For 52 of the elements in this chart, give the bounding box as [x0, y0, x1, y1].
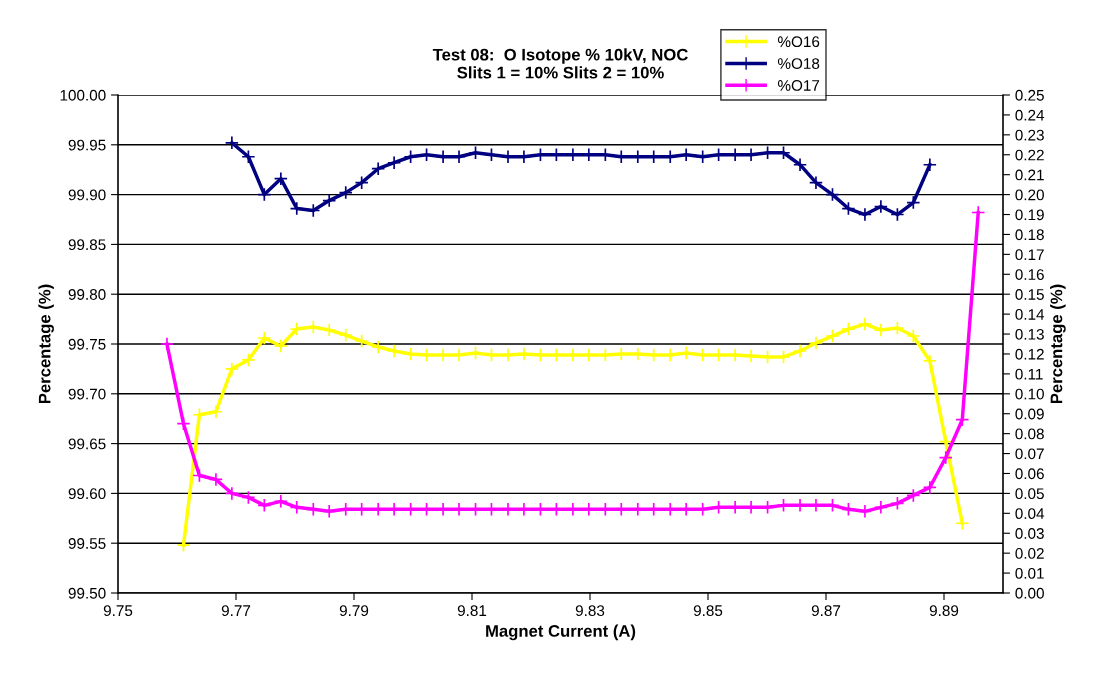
legend-label: %O18: [777, 58, 820, 69]
y-tick-label: 99.70: [68, 388, 106, 400]
chart-title: Test 08: O Isotope % 10kV, NOC Slits 1 = 10% Slits 2 = 10%: [432, 48, 688, 79]
y-tick-label: 99.85: [68, 239, 106, 251]
y-tick-label: 99.95: [68, 139, 106, 151]
y-tick-label: 99.50: [68, 587, 106, 599]
x-axis-title: Magnet Current (A): [486, 624, 636, 641]
y2-tick-label: 0.22: [1015, 149, 1044, 161]
y-tick-label: 99.55: [68, 538, 106, 549]
y-axis-title: Percentage (%): [38, 284, 54, 404]
x-tick-label: 9.89: [929, 605, 959, 617]
y2-tick-label: 0.06: [1015, 468, 1044, 480]
y2-tick-label: 0.09: [1015, 408, 1044, 420]
y2-tick-label: 0.12: [1015, 348, 1044, 360]
y2-tick-label: 0.07: [1015, 448, 1044, 460]
y2-tick-label: 0.13: [1015, 328, 1044, 340]
y2-tick-label: 0.08: [1015, 428, 1044, 440]
x-tick-label: 9.87: [811, 605, 841, 617]
y2-tick-label: 0.16: [1015, 269, 1044, 280]
y2-tick-label: 0.02: [1015, 548, 1044, 559]
y2-tick-label: 0.00: [1015, 587, 1044, 599]
y-tick-label: 99.75: [68, 338, 106, 350]
x-tick-label: 9.75: [103, 605, 133, 617]
x-tick-label: 9.79: [339, 605, 369, 617]
y2-tick-label: 0.14: [1015, 308, 1045, 320]
legend-label: %O17: [777, 80, 820, 91]
y2-tick-label: 0.20: [1015, 189, 1044, 201]
y-tick-label: 100.00: [60, 89, 106, 101]
y2-tick-label: 0.03: [1015, 528, 1044, 539]
y2-axis-title: Percentage (%): [1050, 284, 1066, 404]
x-tick-label: 9.83: [575, 605, 605, 617]
y2-tick-label: 0.01: [1015, 567, 1044, 579]
y-tick-label: 99.80: [68, 289, 106, 300]
y-tick-label: 99.60: [68, 488, 106, 500]
y2-tick-label: 0.04: [1015, 508, 1045, 520]
y2-tick-label: 0.25: [1015, 89, 1044, 101]
x-tick-label: 9.77: [221, 605, 251, 617]
legend-label: %O16: [777, 36, 820, 48]
y2-tick-label: 0.24: [1015, 109, 1045, 121]
y2-tick-label: 0.11: [1015, 368, 1043, 380]
x-tick-label: 9.85: [693, 605, 723, 617]
y2-tick-label: 0.19: [1015, 209, 1044, 221]
y2-tick-label: 0.23: [1015, 129, 1044, 141]
y2-tick-label: 0.21: [1015, 169, 1044, 181]
y-tick-label: 99.65: [68, 438, 106, 450]
y2-tick-label: 0.18: [1015, 229, 1044, 241]
y2-tick-label: 0.10: [1015, 388, 1044, 400]
y2-tick-label: 0.17: [1015, 249, 1044, 261]
x-tick-label: 9.81: [457, 605, 487, 617]
y-tick-label: 99.90: [68, 189, 106, 201]
y2-tick-label: 0.15: [1015, 289, 1044, 300]
y2-tick-label: 0.05: [1015, 488, 1044, 500]
